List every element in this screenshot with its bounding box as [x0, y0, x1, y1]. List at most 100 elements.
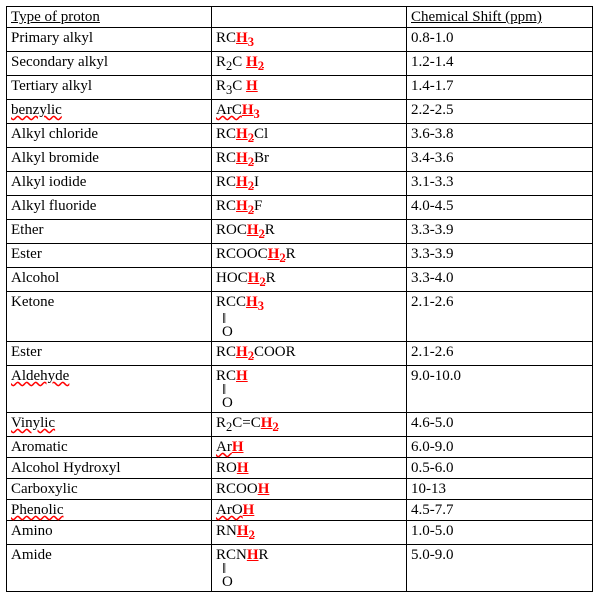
proton-type-label: Alkyl chloride — [11, 126, 98, 142]
cell-shift: 3.6-3.8 — [407, 124, 593, 148]
chemical-shift-value: 3.3-3.9 — [411, 222, 454, 238]
proton-type-label: Primary alkyl — [11, 30, 93, 46]
chemical-shift-value: 3.3-3.9 — [411, 246, 454, 262]
cell-type: Aromatic — [7, 437, 212, 458]
cell-formula: HOCH2R — [212, 268, 407, 292]
chemical-shift-value: 2.1-2.6 — [411, 344, 454, 360]
cell-formula: RCH2F — [212, 196, 407, 220]
cell-type: Carboxylic — [7, 479, 212, 500]
cell-shift: 4.5-7.7 — [407, 500, 593, 521]
table-row: Secondary alkylR2C H21.2-1.4 — [7, 52, 593, 76]
table-row: EsterRCOOCH2R3.3-3.9 — [7, 244, 593, 268]
cell-formula: RCH3 — [212, 28, 407, 52]
proton-type-label: Amide — [11, 547, 52, 563]
header-type: Type of proton — [7, 7, 212, 28]
cell-shift: 10-13 — [407, 479, 593, 500]
cell-type: Ester — [7, 342, 212, 366]
chemical-shift-value: 9.0-10.0 — [411, 368, 461, 384]
table-row: Alcohol HOCH2R3.3-4.0 — [7, 268, 593, 292]
chemical-shift-value: 1.4-1.7 — [411, 78, 454, 94]
chemical-shift-value: 10-13 — [411, 481, 446, 497]
proton-type-label: Alkyl bromide — [11, 150, 99, 166]
cell-shift: 0.5-6.0 — [407, 458, 593, 479]
table-row: Ether ROCH2R3.3-3.9 — [7, 220, 593, 244]
chemical-shift-value: 4.6-5.0 — [411, 415, 454, 431]
table-row: EsterRCH2COOR2.1-2.6 — [7, 342, 593, 366]
cell-type: Alcohol — [7, 268, 212, 292]
cell-type: Ester — [7, 244, 212, 268]
table-row: Vinylic R2C=CH24.6-5.0 — [7, 413, 593, 437]
cell-formula: R2C H2 — [212, 52, 407, 76]
cell-formula: RNH2 — [212, 521, 407, 545]
cell-shift: 5.0-9.0 — [407, 545, 593, 592]
cell-formula: RCH ‖ O — [212, 366, 407, 413]
cell-type: Amino — [7, 521, 212, 545]
table-row: PhenolicArOH4.5-7.7 — [7, 500, 593, 521]
cell-type: Primary alkyl — [7, 28, 212, 52]
cell-type: Phenolic — [7, 500, 212, 521]
header-formula — [212, 7, 407, 28]
cell-shift: 3.3-3.9 — [407, 244, 593, 268]
proton-type-label: Ketone — [11, 294, 54, 310]
chemical-shift-value: 0.5-6.0 — [411, 460, 454, 476]
chemical-shift-value: 4.0-4.5 — [411, 198, 454, 214]
table-row: Aromatic ArH6.0-9.0 — [7, 437, 593, 458]
proton-type-label: Ether — [11, 222, 43, 238]
proton-type-label: Ester — [11, 344, 42, 360]
proton-type-label: Alcohol — [11, 270, 59, 286]
cell-shift: 3.3-4.0 — [407, 268, 593, 292]
cell-formula: RCH2Cl — [212, 124, 407, 148]
cell-shift: 6.0-9.0 — [407, 437, 593, 458]
cell-shift: 1.4-1.7 — [407, 76, 593, 100]
proton-type-label: Ester — [11, 246, 42, 262]
cell-type: Alkyl fluoride — [7, 196, 212, 220]
table-header-row: Type of proton Chemical Shift (ppm) — [7, 7, 593, 28]
chemical-shift-value: 0.8-1.0 — [411, 30, 454, 46]
cell-type: Ketone — [7, 292, 212, 342]
cell-type: Ether — [7, 220, 212, 244]
cell-formula: ArH — [212, 437, 407, 458]
chemical-shift-table: Type of proton Chemical Shift (ppm) Primar… — [6, 6, 593, 592]
cell-type: Amide — [7, 545, 212, 592]
header-shift: Chemical Shift (ppm) — [407, 7, 593, 28]
table-row: Alkyl iodideRCH2I3.1-3.3 — [7, 172, 593, 196]
proton-type-label: Tertiary alkyl — [11, 78, 92, 94]
cell-shift: 2.1-2.6 — [407, 342, 593, 366]
table-row: AminoRNH21.0-5.0 — [7, 521, 593, 545]
cell-shift: 3.1-3.3 — [407, 172, 593, 196]
cell-shift: 2.1-2.6 — [407, 292, 593, 342]
chemical-shift-value: 1.2-1.4 — [411, 54, 454, 70]
chemical-shift-value: 5.0-9.0 — [411, 547, 454, 563]
cell-shift: 0.8-1.0 — [407, 28, 593, 52]
cell-formula: R2C=CH2 — [212, 413, 407, 437]
proton-type-label: Alkyl iodide — [11, 174, 86, 190]
chemical-shift-value: 2.1-2.6 — [411, 294, 454, 310]
cell-type: Alkyl chloride — [7, 124, 212, 148]
cell-type: Alkyl bromide — [7, 148, 212, 172]
cell-type: Alkyl iodide — [7, 172, 212, 196]
table-row: Alkyl fluorideRCH2F4.0-4.5 — [7, 196, 593, 220]
proton-type-label: Aldehyde — [11, 368, 69, 384]
cell-formula: R3C H — [212, 76, 407, 100]
cell-formula: RCCH3 ‖ O — [212, 292, 407, 342]
proton-type-label: Vinylic — [11, 415, 55, 431]
table-row: Tertiary alkyl R3C H1.4-1.7 — [7, 76, 593, 100]
cell-formula: ROH — [212, 458, 407, 479]
proton-type-label: Alcohol Hydroxyl — [11, 460, 121, 476]
cell-type: Tertiary alkyl — [7, 76, 212, 100]
proton-type-label: Aromatic — [11, 439, 68, 455]
cell-type: Vinylic — [7, 413, 212, 437]
cell-formula: RCH2Br — [212, 148, 407, 172]
cell-type: Secondary alkyl — [7, 52, 212, 76]
chemical-shift-value: 3.6-3.8 — [411, 126, 454, 142]
cell-shift: 1.0-5.0 — [407, 521, 593, 545]
table-row: Aldehyde RCH ‖ O9.0-10.0 — [7, 366, 593, 413]
chemical-shift-value: 3.4-3.6 — [411, 150, 454, 166]
cell-formula: ROCH2R — [212, 220, 407, 244]
chemical-shift-value: 3.1-3.3 — [411, 174, 454, 190]
cell-formula: RCOOH — [212, 479, 407, 500]
chemical-shift-value: 4.5-7.7 — [411, 502, 454, 518]
table-row: Alkyl bromide RCH2Br3.4-3.6 — [7, 148, 593, 172]
proton-type-label: benzylic — [11, 102, 62, 118]
cell-type: Alcohol Hydroxyl — [7, 458, 212, 479]
